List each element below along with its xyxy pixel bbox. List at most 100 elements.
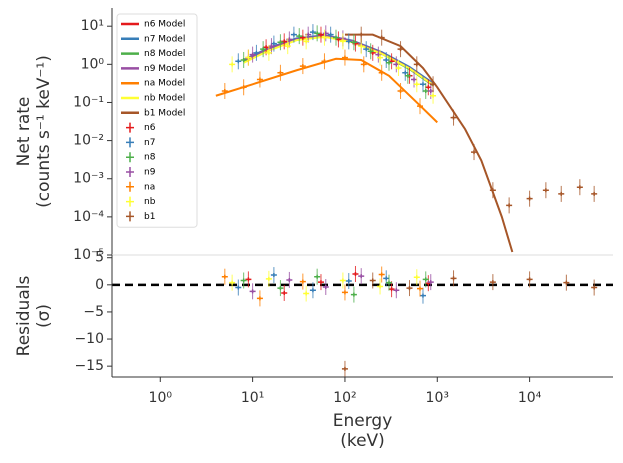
data-point — [322, 31, 329, 36]
data-point — [303, 39, 310, 44]
x-tick-label: 10⁴ — [518, 390, 542, 406]
data-point — [395, 66, 402, 71]
data-point — [422, 88, 429, 93]
y-tick-label: 10⁻⁵ — [73, 247, 104, 263]
data-point — [377, 55, 384, 60]
data-point — [249, 52, 256, 57]
data-point — [417, 104, 424, 109]
data-point — [299, 64, 306, 69]
data-point — [591, 285, 598, 290]
data-point — [221, 274, 228, 279]
y-tick-label: 0 — [95, 277, 104, 293]
legend-label: n6 Model — [144, 20, 185, 30]
data-point — [277, 286, 284, 291]
data-point — [286, 277, 293, 282]
data-point — [309, 288, 316, 293]
legend-swatch — [126, 137, 134, 148]
data-point — [265, 50, 272, 55]
data-point — [506, 203, 513, 208]
data-point — [378, 272, 385, 277]
data-point — [404, 73, 411, 78]
y-tick-label: −15 — [74, 358, 104, 374]
data-point — [309, 30, 316, 35]
data-point — [256, 77, 263, 82]
legend-label: nb — [144, 197, 156, 207]
data-point — [229, 280, 236, 285]
legend-label: b1 — [144, 212, 155, 222]
data-point — [378, 35, 385, 40]
data-point — [450, 115, 457, 120]
legend-label: n6 — [144, 123, 156, 133]
data-point — [270, 273, 277, 278]
data-point — [345, 39, 352, 44]
data-point — [314, 31, 321, 36]
legend-swatch — [126, 152, 134, 163]
data-point — [369, 278, 376, 283]
data-point — [388, 287, 395, 292]
legend-label: n8 — [144, 153, 156, 163]
x-axis-label: Energy — [333, 411, 393, 431]
plot-area — [112, 265, 613, 377]
data-point — [240, 85, 247, 90]
data-point — [341, 290, 348, 295]
legend-label: n7 — [144, 138, 155, 148]
data-point — [350, 40, 357, 45]
data-point — [245, 55, 252, 60]
legend-label: na — [144, 182, 155, 192]
data-point — [411, 77, 418, 82]
data-point — [413, 275, 420, 280]
data-point — [332, 35, 339, 40]
data-point — [526, 277, 533, 282]
data-point — [393, 288, 400, 293]
data-point — [235, 59, 242, 64]
data-point — [327, 32, 334, 37]
data-point — [221, 88, 228, 93]
data-point — [417, 286, 424, 291]
x-tick-label: 10³ — [426, 390, 449, 406]
x-tick-label: 10² — [333, 390, 356, 406]
data-point — [591, 191, 598, 196]
data-point — [339, 278, 346, 283]
data-point — [321, 35, 328, 40]
data-point — [229, 62, 236, 67]
data-point — [383, 57, 390, 62]
data-point — [322, 284, 329, 289]
data-point — [576, 185, 583, 190]
legend-label: n9 Model — [144, 64, 185, 74]
y-tick-label: 10⁻³ — [73, 171, 104, 187]
data-point — [383, 276, 390, 281]
y-tick-label: 10⁰ — [81, 56, 105, 72]
data-point — [265, 276, 272, 281]
data-point — [419, 293, 426, 298]
data-point — [397, 88, 404, 93]
legend-label: b1 Model — [144, 108, 185, 118]
data-point — [563, 280, 570, 285]
data-point — [402, 70, 409, 75]
data-point — [341, 366, 348, 371]
y-axis-label: (counts s⁻¹ keV⁻¹) — [34, 55, 54, 208]
x-tick-label: 10⁰ — [149, 390, 173, 406]
data-point — [427, 280, 434, 285]
legend-label: n8 Model — [144, 49, 185, 59]
data-point — [299, 35, 306, 40]
x-axis-label: (keV) — [340, 431, 385, 451]
data-point — [489, 280, 496, 285]
data-point — [260, 47, 267, 52]
data-point — [358, 274, 365, 279]
data-point — [235, 285, 242, 290]
data-point — [406, 286, 413, 291]
y-tick-label: 10¹ — [81, 18, 104, 34]
data-point — [268, 44, 275, 49]
data-point — [284, 44, 291, 49]
plot-area — [215, 24, 598, 253]
data-point — [413, 82, 420, 87]
y-axis-label: (σ) — [34, 304, 54, 328]
data-point — [360, 62, 367, 67]
data-point — [253, 50, 260, 55]
data-point — [397, 47, 404, 52]
data-point — [341, 55, 348, 60]
legend-swatch — [126, 167, 134, 177]
data-point — [317, 32, 324, 37]
legend-label: nb Model — [144, 94, 185, 104]
